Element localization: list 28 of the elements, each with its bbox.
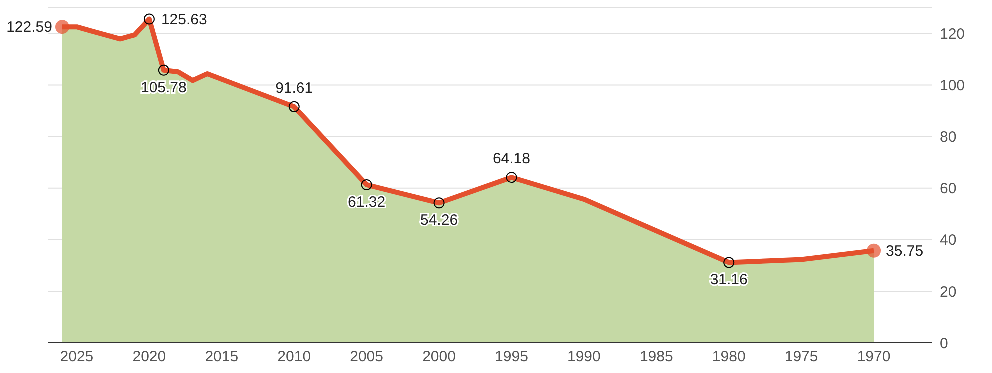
x-tick-label: 2025 [60,348,94,366]
x-tick-label: 2020 [132,348,166,366]
data-label: 35.75 [886,242,924,260]
data-label: 31.16 [710,272,748,289]
y-tick-label: 60 [940,180,957,198]
data-label: 64.18 [492,150,531,168]
data-label: 54.26 [420,212,458,230]
x-tick-label: 1975 [784,348,818,366]
x-tick-label: 1970 [857,348,891,366]
data-label: 125.63 [161,11,208,28]
x-tick-label: 1990 [568,348,601,366]
x-tick-label: 2000 [422,348,456,366]
data-label: 61.32 [348,194,386,211]
y-tick-label: 120 [940,26,966,44]
y-tick-label: 0 [940,335,948,352]
x-tick-label: 2015 [205,348,239,366]
y-tick-label: 100 [940,78,966,95]
data-label: 105.78 [140,79,187,96]
x-tick-label: 2010 [278,348,312,366]
x-tick-label: 1995 [495,348,528,366]
x-tick-label: 1985 [640,348,674,366]
y-tick-label: 40 [940,232,957,250]
x-tick-label: 1980 [712,348,746,366]
y-tick-label: 80 [940,129,957,146]
data-label: 122.59 [6,19,52,36]
x-tick-label: 2005 [350,348,384,366]
y-tick-label: 20 [940,284,957,301]
data-label: 91.61 [276,80,314,97]
